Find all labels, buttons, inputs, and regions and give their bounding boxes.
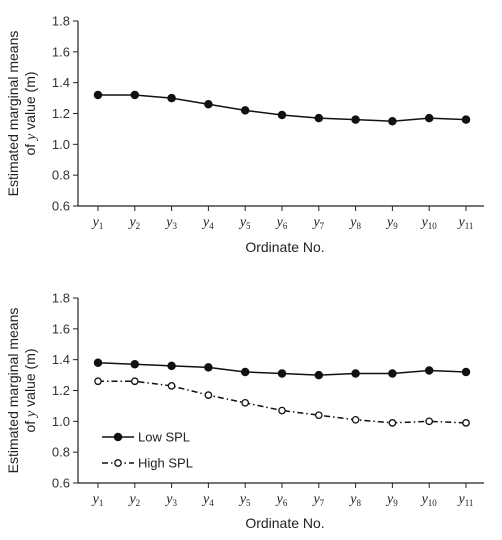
data-point-s1-3	[167, 382, 176, 390]
x-tick-label: y10	[420, 215, 438, 231]
data-point-s1-1	[94, 377, 102, 386]
data-point-s0-1	[93, 90, 103, 100]
y-tick-label: 0.6	[52, 476, 70, 491]
x-tick-label: y1	[91, 492, 104, 508]
data-point-s0-11	[461, 367, 471, 377]
data-point-s0-3	[167, 93, 176, 103]
series-line-1	[98, 380, 467, 424]
x-tick-label: y4	[201, 215, 214, 231]
chart-panel-bottom: 0.6 0.8 1.0 1.2 1.4 1.6 1.8 y1 y2 y3 y4 y5 y6 y7 y8 y9 y…	[5, 291, 484, 531]
data-point-s0-2	[130, 90, 140, 100]
x-tick-label: y8	[348, 492, 361, 508]
x-tick-label: y4	[201, 492, 214, 508]
legend-label-1: High SPL	[138, 456, 193, 471]
y-axis-title-line1: Estimated marginal means	[5, 308, 21, 474]
y-tick-label: 1.6	[52, 321, 70, 336]
data-point-s0-8	[351, 369, 360, 378]
data-point-s0-8	[351, 115, 360, 124]
data-point-s0-10	[424, 113, 434, 123]
y-tick-label: 1.2	[52, 383, 70, 398]
data-point-s1-2	[130, 377, 139, 386]
data-point-s0-7	[314, 113, 324, 123]
x-tick-label: y3	[164, 492, 177, 508]
data-point-s0-10	[424, 366, 434, 375]
x-tick-label: y10	[420, 492, 438, 508]
data-point-s0-9	[388, 369, 397, 378]
x-tick-label: y11	[457, 492, 474, 508]
x-tick-label: y3	[164, 215, 177, 231]
legend-marker-1	[114, 459, 122, 467]
data-point-s1-7	[314, 411, 323, 420]
x-tick-label: y7	[311, 492, 324, 508]
y-tick-label: 1.4	[52, 75, 70, 90]
data-point-s1-8	[351, 415, 360, 424]
y-axis-title-line2: of y value (m)	[22, 348, 39, 432]
data-point-s0-4	[204, 100, 213, 109]
data-point-s0-4	[204, 363, 213, 372]
x-axis-title: Ordinate No.	[245, 515, 324, 531]
x-tick-label: y2	[127, 215, 140, 231]
legend-label-0: Low SPL	[138, 430, 190, 445]
data-point-s1-4	[204, 391, 213, 399]
data-point-s1-9	[388, 419, 397, 427]
data-point-s0-1	[93, 358, 103, 367]
x-tick-label: y9	[385, 492, 398, 508]
y-tick-label: 0.6	[52, 199, 70, 214]
y-tick-label: 0.8	[52, 445, 70, 460]
y-tick-label: 1.8	[52, 291, 70, 306]
y-tick-label: 1.6	[52, 44, 70, 59]
data-point-s1-11	[462, 419, 470, 427]
y-tick-label: 1.0	[52, 414, 70, 429]
y-tick-label: 1.0	[52, 137, 70, 152]
y-tick-label: 1.2	[52, 106, 70, 121]
x-tick-label: y1	[91, 215, 104, 231]
legend-marker-0	[113, 432, 123, 442]
data-point-s0-6	[277, 369, 287, 378]
y-tick-label: 1.4	[52, 352, 70, 367]
y-tick-label: 0.8	[52, 168, 70, 183]
x-tick-label: y6	[275, 215, 288, 231]
x-axis-title: Ordinate No.	[245, 239, 324, 255]
x-tick-label: y8	[348, 215, 361, 231]
data-point-s0-6	[277, 110, 287, 120]
data-point-s0-2	[130, 360, 140, 369]
data-point-s1-5	[241, 398, 250, 407]
data-point-s1-6	[278, 406, 286, 415]
data-point-s0-11	[461, 115, 471, 124]
x-tick-label: y7	[311, 215, 324, 231]
x-tick-label: y5	[238, 492, 251, 508]
data-point-s0-7	[314, 370, 324, 380]
x-tick-label: y9	[385, 215, 398, 231]
x-tick-label: y2	[127, 492, 140, 508]
y-axis-title-line2: of y value (m)	[22, 71, 39, 155]
x-tick-label: y6	[275, 492, 288, 508]
data-point-s0-3	[167, 361, 176, 371]
y-axis-title-line1: Estimated marginal means	[5, 31, 21, 197]
data-point-s1-10	[425, 417, 434, 426]
data-point-s0-9	[388, 116, 397, 126]
x-tick-label: y11	[457, 215, 474, 231]
chart-panel-top: 0.6 0.8 1.0 1.2 1.4 1.6 1.8 y1 y2 y3 y4 y5 y6 y7 y8 y9 y…	[5, 14, 484, 255]
y-tick-label: 1.8	[52, 14, 70, 29]
data-point-s0-5	[240, 367, 250, 377]
data-point-s0-5	[240, 106, 250, 115]
x-tick-label: y5	[238, 215, 251, 231]
